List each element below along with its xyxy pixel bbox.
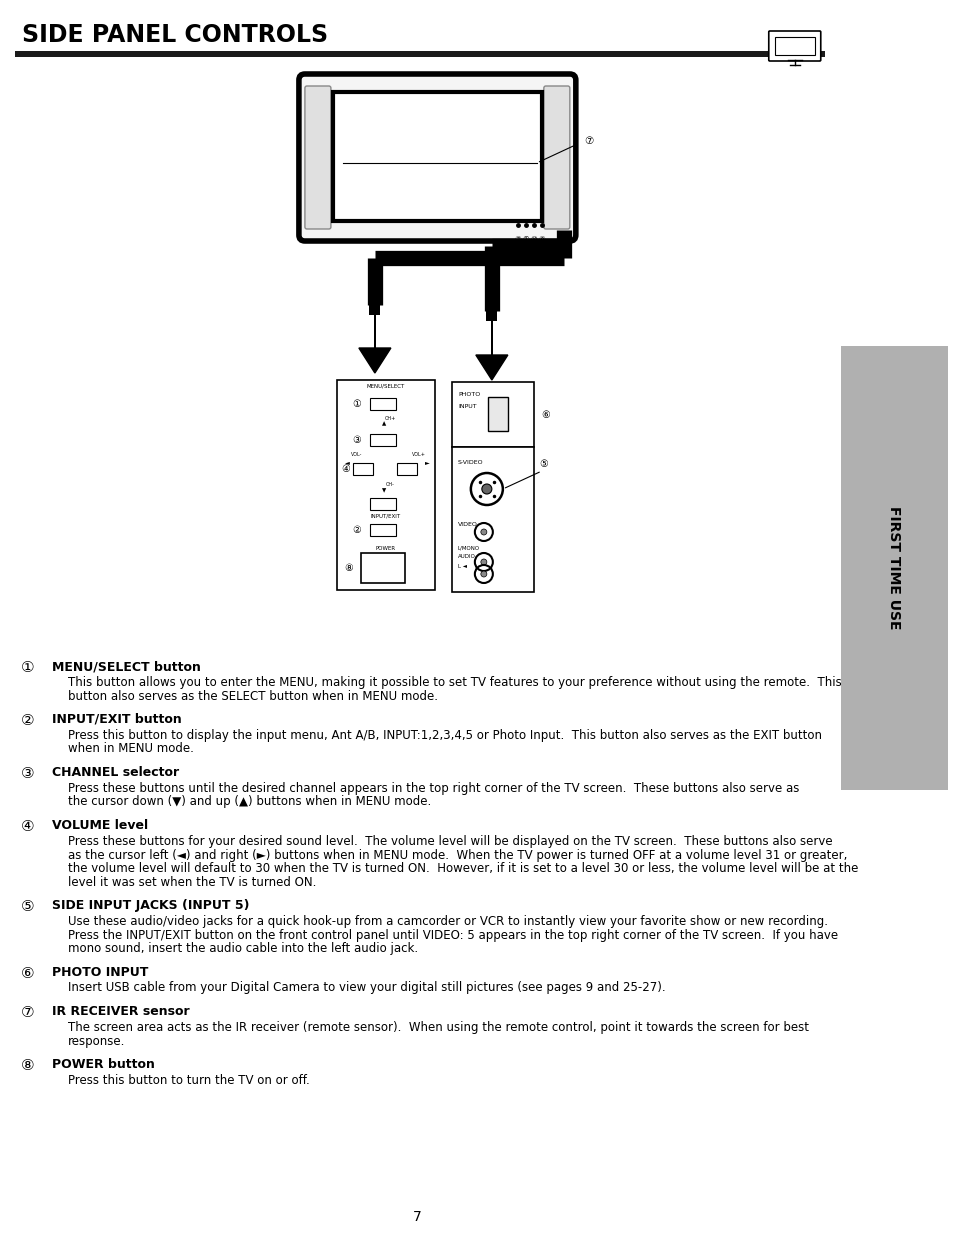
Text: ④: ④ (341, 464, 350, 474)
Text: ①: ① (522, 235, 529, 243)
Text: POWER button: POWER button (51, 1058, 154, 1071)
Bar (369, 300, 380, 315)
Text: ⑥: ⑥ (541, 410, 550, 420)
Text: level it was set when the TV is turned ON.: level it was set when the TV is turned O… (68, 876, 316, 888)
Text: ◄: ◄ (344, 461, 349, 466)
Bar (353, 463, 373, 475)
Text: INPUT/EXIT: INPUT/EXIT (371, 514, 400, 519)
Text: SIDE INPUT JACKS (INPUT 5): SIDE INPUT JACKS (INPUT 5) (51, 899, 250, 911)
Text: L ◄: L ◄ (457, 564, 466, 569)
Text: ①: ① (353, 399, 361, 409)
Text: ①: ① (21, 659, 34, 676)
Text: MENU/SELECT: MENU/SELECT (366, 384, 405, 389)
Text: Press this button to display the input menu, Ant A/B, INPUT:1,2,3,4,5 or Photo I: Press this button to display the input m… (68, 729, 821, 742)
Bar (360, 553, 404, 583)
Text: Use these audio/video jacks for a quick hook-up from a camcorder or VCR to insta: Use these audio/video jacks for a quick … (68, 915, 827, 927)
Text: ⑥: ⑥ (21, 966, 34, 981)
Text: ③: ③ (353, 435, 361, 445)
Bar (370, 498, 395, 510)
Text: PHOTO INPUT: PHOTO INPUT (51, 966, 149, 978)
Text: CH-: CH- (385, 482, 394, 487)
Text: response.: response. (68, 1035, 125, 1047)
Text: SIDE PANEL CONTROLS: SIDE PANEL CONTROLS (22, 23, 328, 47)
Text: ▼: ▼ (381, 489, 386, 494)
Text: MENU/SELECT button: MENU/SELECT button (51, 659, 201, 673)
Bar (486, 306, 497, 321)
Bar (370, 433, 395, 446)
Circle shape (480, 571, 486, 577)
Text: ⑩: ⑩ (530, 235, 537, 243)
Text: PHOTO: PHOTO (458, 391, 480, 396)
FancyBboxPatch shape (298, 74, 576, 241)
Text: INPUT 5: INPUT 5 (480, 452, 504, 457)
Text: ⑦: ⑦ (21, 1005, 34, 1020)
Text: INPUT: INPUT (458, 404, 477, 409)
Text: ②: ② (21, 713, 34, 727)
Text: VIDEO: VIDEO (457, 521, 477, 526)
Bar (336, 380, 435, 590)
Bar (396, 463, 416, 475)
Text: Press these buttons until the desired channel appears in the top right corner of: Press these buttons until the desired ch… (68, 782, 799, 795)
Bar (487, 396, 507, 431)
Bar (370, 524, 395, 536)
Text: L/MONO: L/MONO (457, 546, 479, 551)
Text: Press the INPUT/EXIT button on the front control panel until VIDEO: 5 appears in: Press the INPUT/EXIT button on the front… (68, 929, 838, 941)
Bar (774, 37, 814, 56)
Circle shape (481, 484, 492, 494)
Text: 7: 7 (412, 1210, 421, 1224)
FancyArrow shape (476, 311, 507, 380)
Text: ►: ► (424, 461, 429, 466)
Text: AUDIO: AUDIO (457, 555, 476, 559)
Bar (840, 346, 947, 790)
Text: The screen area acts as the IR receiver (remote sensor).  When using the remote : The screen area acts as the IR receiver … (68, 1021, 808, 1034)
Circle shape (480, 559, 486, 564)
Text: FIRST TIME USE: FIRST TIME USE (886, 506, 901, 630)
Text: This button allows you to enter the MENU, making it possible to set TV features : This button allows you to enter the MENU… (68, 676, 841, 689)
FancyBboxPatch shape (543, 86, 569, 228)
Text: ⑤: ⑤ (21, 899, 34, 914)
Bar (452, 447, 534, 461)
Text: VOL+: VOL+ (412, 452, 425, 457)
FancyBboxPatch shape (305, 86, 331, 228)
Text: CH+: CH+ (384, 415, 395, 420)
Text: Insert USB cable from your Digital Camera to view your digital still pictures (s: Insert USB cable from your Digital Camer… (68, 982, 665, 994)
Text: IR RECEIVER sensor: IR RECEIVER sensor (51, 1005, 190, 1018)
Text: the cursor down (▼) and up (▲) buttons when in MENU mode.: the cursor down (▼) and up (▲) buttons w… (68, 795, 431, 809)
Text: ④: ④ (21, 819, 34, 834)
Text: ▲: ▲ (381, 421, 386, 426)
Text: as the cursor left (◄) and right (►) buttons when in MENU mode.  When the TV pow: as the cursor left (◄) and right (►) but… (68, 848, 846, 862)
FancyArrow shape (358, 305, 391, 373)
FancyBboxPatch shape (768, 31, 820, 61)
Text: S-VIDEO: S-VIDEO (457, 461, 483, 466)
Text: CHANNEL selector: CHANNEL selector (51, 766, 179, 779)
Text: when in MENU mode.: when in MENU mode. (68, 742, 193, 756)
Text: VOLUME level: VOLUME level (51, 819, 148, 832)
Bar (452, 382, 534, 447)
Text: ②: ② (353, 525, 361, 535)
Text: the volume level will default to 30 when the TV is turned ON.  However, if it is: the volume level will default to 30 when… (68, 862, 858, 876)
Text: POWER: POWER (375, 546, 395, 551)
Text: VOL-: VOL- (351, 452, 362, 457)
Text: Press these buttons for your desired sound level.  The volume level will be disp: Press these buttons for your desired sou… (68, 835, 832, 848)
Text: ⑦: ⑦ (514, 235, 520, 243)
Text: ③: ③ (21, 766, 34, 781)
Text: ⑦: ⑦ (583, 136, 593, 146)
Text: mono sound, insert the audio cable into the left audio jack.: mono sound, insert the audio cable into … (68, 942, 417, 955)
Bar (370, 398, 395, 410)
Text: ⑤: ⑤ (538, 459, 548, 469)
Circle shape (480, 529, 486, 535)
Text: button also serves as the SELECT button when in MENU mode.: button also serves as the SELECT button … (68, 689, 437, 703)
Text: INPUT/EXIT button: INPUT/EXIT button (51, 713, 181, 726)
Text: ⑧: ⑧ (344, 563, 353, 573)
Bar (15, 51, 824, 57)
Bar (333, 91, 541, 221)
Text: ⑧: ⑧ (21, 1058, 34, 1073)
Bar (452, 447, 534, 592)
Text: ⑨: ⑨ (537, 235, 545, 243)
Text: Press this button to turn the TV on or off.: Press this button to turn the TV on or o… (68, 1074, 310, 1087)
